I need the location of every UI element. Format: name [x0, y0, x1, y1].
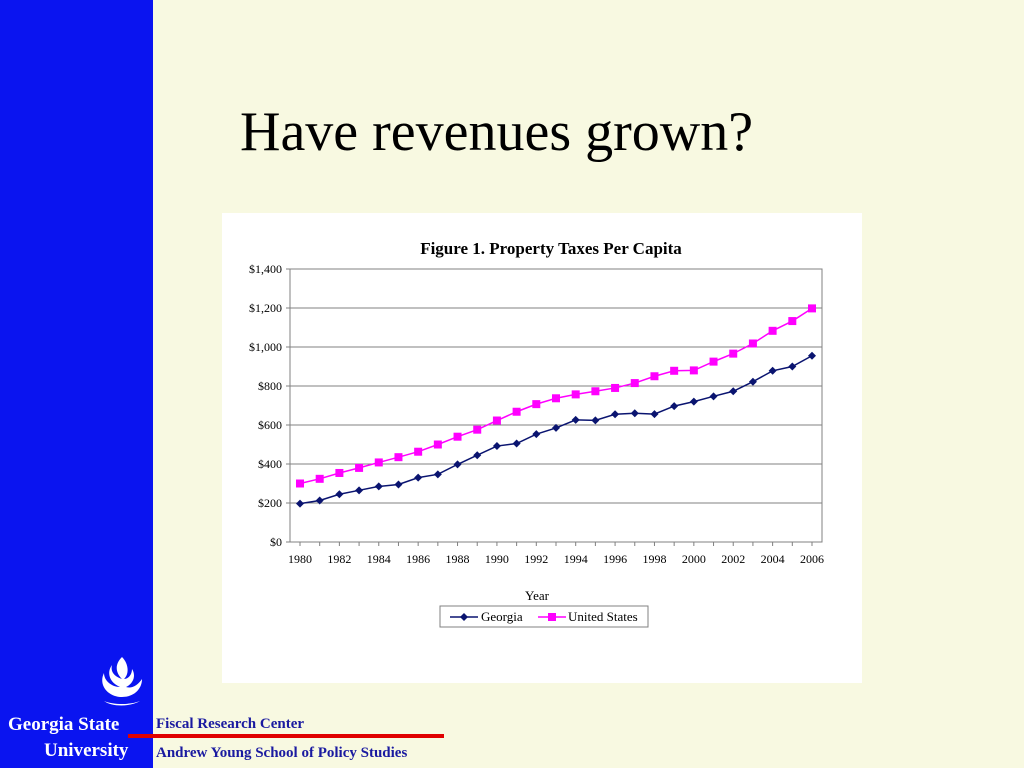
x-tick-label: 1996: [603, 552, 627, 566]
point-united-states: [394, 453, 403, 462]
x-tick-label: 1980: [288, 552, 312, 566]
flame-logo-icon: [102, 657, 142, 706]
series-lines: [299, 307, 813, 505]
point-georgia: [453, 460, 462, 469]
point-georgia: [788, 362, 797, 371]
point-georgia: [315, 496, 324, 505]
legend-georgia-diamond-icon: [460, 613, 468, 621]
point-united-states: [453, 432, 462, 441]
gridlines: [290, 307, 822, 504]
point-united-states: [808, 304, 816, 313]
footer-research-center: Fiscal Research Center: [156, 716, 305, 732]
point-united-states: [611, 383, 620, 392]
point-georgia: [532, 430, 541, 439]
point-united-states: [709, 357, 718, 366]
x-tick-label: 1984: [367, 552, 391, 566]
point-united-states: [552, 394, 560, 403]
point-georgia: [808, 351, 816, 360]
point-georgia: [492, 442, 501, 451]
point-georgia: [729, 387, 738, 396]
y-tick-label: $200: [258, 496, 282, 510]
university-name-line2: University: [44, 740, 129, 761]
x-tick-label: 1998: [642, 552, 666, 566]
point-georgia: [611, 410, 620, 419]
point-united-states: [355, 463, 364, 472]
y-tick-label: $600: [258, 418, 282, 432]
point-georgia: [571, 415, 580, 424]
point-united-states: [315, 474, 324, 483]
point-georgia: [689, 397, 698, 406]
point-georgia: [591, 416, 600, 425]
point-united-states: [670, 366, 679, 375]
x-tick-label: 2002: [721, 552, 745, 566]
university-name-line1: Georgia State: [8, 714, 120, 735]
x-tick-label: 1986: [406, 552, 430, 566]
y-tick-label: $0: [270, 535, 282, 549]
point-united-states: [788, 317, 797, 326]
y-tick-label: $1,400: [249, 262, 282, 276]
point-georgia: [768, 366, 777, 375]
x-tick-label: 2004: [761, 552, 785, 566]
point-united-states: [729, 349, 738, 358]
x-tick-label: 1994: [564, 552, 588, 566]
series-markers: [296, 304, 816, 508]
point-georgia: [355, 486, 364, 495]
y-tick-label: $800: [258, 379, 282, 393]
y-tick-label: $1,200: [249, 301, 282, 315]
chart-container: Figure 1. Property Taxes Per Capita $0 $2…: [222, 213, 862, 683]
x-tick-label: 1982: [327, 552, 351, 566]
point-georgia: [414, 473, 423, 482]
y-tick-label: $400: [258, 457, 282, 471]
point-georgia: [748, 377, 757, 386]
point-georgia: [296, 499, 304, 508]
line-chart: Figure 1. Property Taxes Per Capita $0 $2…: [249, 239, 824, 628]
point-georgia: [473, 451, 482, 460]
plot-area: [289, 268, 823, 543]
point-georgia: [512, 439, 521, 448]
point-united-states: [374, 458, 383, 467]
footer-school-name: Andrew Young School of Policy Studies: [156, 745, 408, 761]
chart-title: Figure 1. Property Taxes Per Capita: [420, 239, 682, 258]
point-georgia: [650, 410, 659, 419]
point-georgia: [709, 392, 718, 401]
point-united-states: [414, 447, 423, 456]
point-georgia: [433, 470, 442, 479]
y-tick-label: $1,000: [249, 340, 282, 354]
point-georgia: [630, 409, 639, 418]
point-united-states: [492, 416, 501, 425]
point-united-states: [296, 479, 304, 488]
point-united-states: [473, 425, 482, 434]
point-georgia: [374, 482, 383, 491]
x-tick-label: 1988: [446, 552, 470, 566]
point-united-states: [630, 379, 639, 388]
point-georgia: [394, 480, 403, 489]
sidebar: [0, 0, 153, 768]
point-georgia: [335, 490, 344, 499]
point-united-states: [689, 366, 698, 375]
point-georgia: [552, 423, 560, 432]
legend-us-label: United States: [568, 609, 638, 624]
legend-georgia-label: Georgia: [481, 609, 523, 624]
point-united-states: [748, 339, 757, 348]
footer-red-rule: [128, 734, 444, 738]
point-united-states: [650, 372, 659, 381]
point-united-states: [512, 407, 521, 416]
x-tick-label: 1990: [485, 552, 509, 566]
legend: Georgia United States: [439, 605, 649, 628]
x-tick-label: 2006: [800, 552, 824, 566]
point-georgia: [670, 402, 679, 411]
x-tick-label: 2000: [682, 552, 706, 566]
slide-title: Have revenues grown?: [240, 101, 754, 163]
x-axis: 1980 1982 1984 1986 1988 1990 1992 1994 1996 1998…: [288, 542, 824, 566]
point-united-states: [335, 468, 344, 477]
x-axis-title: Year: [525, 588, 550, 603]
y-axis: $0 $200 $400 $600 $800 $1,000 $1,200 $1,400: [249, 262, 290, 549]
point-united-states: [591, 387, 600, 396]
point-united-states: [532, 400, 541, 409]
point-united-states: [433, 440, 442, 449]
point-united-states: [768, 326, 777, 335]
x-tick-label: 1992: [524, 552, 548, 566]
legend-us-square-icon: [548, 613, 556, 621]
point-united-states: [571, 390, 580, 399]
